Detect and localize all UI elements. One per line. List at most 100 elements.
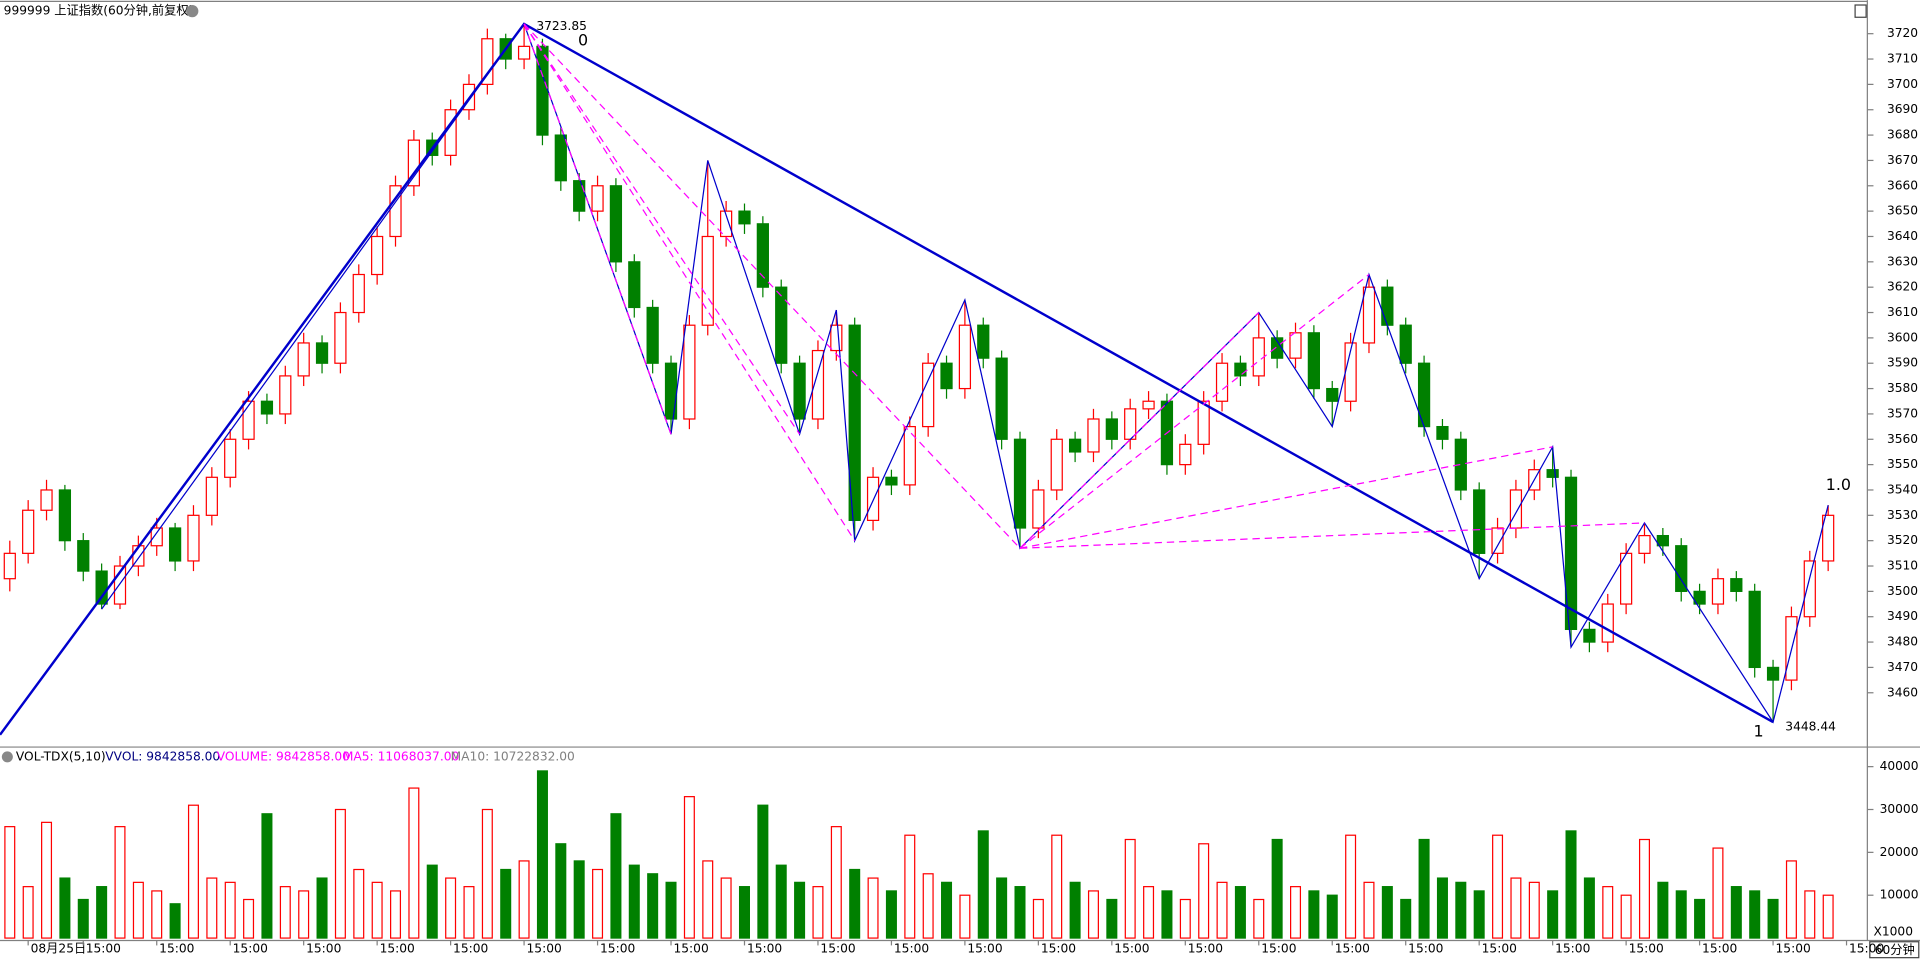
x-tick-label: 15:00 (1702, 942, 1737, 956)
y-tick-label: 3660 (1887, 178, 1918, 192)
x-tick-label: 15:00 (1482, 942, 1517, 956)
volume-title: VOL-TDX(5,10) (16, 749, 106, 763)
candle-body (224, 438, 237, 478)
volume-bar (757, 804, 769, 939)
volume-unit: X1000 (1873, 924, 1913, 938)
candle-body (701, 235, 714, 326)
fib-line (523, 23, 856, 542)
volume-bar (665, 881, 677, 939)
y-tick-label: 3480 (1887, 635, 1918, 649)
fib-0-label: 0 (578, 31, 588, 50)
y-tick-label: 3610 (1887, 305, 1918, 319)
candle-body (1234, 362, 1247, 377)
x-tick-label: 15:00 (600, 942, 635, 956)
x-tick-label: 15:00 (894, 942, 929, 956)
candle-body (279, 375, 292, 415)
y-tick-label: 3580 (1887, 381, 1918, 395)
volume-bar (830, 826, 842, 939)
y-tick-label: 3630 (1887, 254, 1918, 268)
volume-bar (1161, 890, 1173, 939)
title-menu[interactable] (186, 5, 199, 18)
candle-body (1142, 400, 1155, 410)
volume-bar (885, 890, 897, 939)
candle-body (1730, 578, 1743, 592)
fib-line (1019, 522, 1645, 549)
candle-body (334, 311, 347, 364)
candle-body (260, 400, 274, 415)
candle-body (1399, 324, 1412, 364)
volume-bar (1290, 886, 1302, 939)
volume-bar (114, 826, 126, 939)
volume-bar (1822, 894, 1834, 939)
window-button[interactable] (1854, 4, 1867, 18)
volume-bar (1418, 838, 1430, 939)
candle-body (1822, 514, 1835, 562)
candle-body (1050, 438, 1063, 491)
volume-bar (1749, 890, 1761, 939)
y-tick-label: 3600 (1887, 330, 1918, 344)
candle-body (1509, 489, 1523, 529)
candle-body (3, 552, 16, 580)
volume-menu[interactable] (1, 751, 13, 763)
volume-bar (1436, 877, 1448, 939)
candle-body (1271, 337, 1284, 359)
candle-body (168, 527, 182, 562)
candle-body (352, 273, 365, 314)
period-button[interactable] (1869, 941, 1920, 959)
candle-body (1583, 628, 1596, 643)
x-tick-label: 15:00 (673, 942, 708, 956)
volume-bar (59, 877, 71, 939)
candle-body (22, 509, 35, 554)
volume-bar (1106, 898, 1118, 939)
candle-body (407, 139, 420, 187)
chart-title: 999999 上证指数(60分钟,前复权) (4, 3, 194, 18)
volume-bar (1143, 886, 1155, 939)
volume-bar (1492, 834, 1504, 939)
fib-1-label: 1 (1753, 721, 1763, 740)
volume-bar (1712, 847, 1724, 939)
x-tick-label: 15:00 (1629, 942, 1664, 956)
volume-bar (1620, 894, 1632, 939)
candle-body (1068, 438, 1082, 453)
candle-body (1013, 438, 1027, 529)
zigzag (101, 22, 1829, 724)
candle-body (1087, 418, 1100, 453)
volume-bar (1510, 877, 1522, 939)
candle-body (1711, 578, 1725, 605)
volume-bar (261, 813, 273, 939)
volume-bar (1381, 886, 1393, 939)
candle-body (573, 180, 586, 212)
volume-bar (1087, 890, 1099, 939)
candle-body (1491, 527, 1504, 554)
candle-body (1656, 534, 1669, 547)
volume-bar (1583, 877, 1595, 939)
x-tick-label: 15:00 (1555, 942, 1590, 956)
candle-body (591, 185, 604, 212)
volume-bar (1069, 881, 1081, 939)
candle-body (389, 185, 402, 238)
volume-bar (316, 877, 328, 939)
candle-body (866, 476, 880, 522)
candle-body (297, 342, 310, 377)
volume-bar (1216, 881, 1228, 939)
y-tick-label: 3540 (1887, 482, 1918, 496)
x-tick-label: 15:00 (1408, 942, 1443, 956)
candle-body (77, 540, 90, 572)
candle-body (940, 362, 953, 390)
volume-bar (1694, 898, 1706, 939)
y-tick-label: 3620 (1887, 280, 1918, 294)
volume-bar (1528, 881, 1540, 939)
candle-body (1803, 560, 1816, 618)
candle-body (1124, 408, 1137, 440)
candle-body (720, 210, 733, 238)
candle-body (187, 514, 200, 562)
volume-bar (1271, 838, 1283, 939)
candle-body (1564, 476, 1578, 631)
volume-bar (169, 903, 181, 939)
vol-y-tick-label: 20000 (1880, 845, 1919, 859)
candle-body (1381, 286, 1394, 326)
x-tick-label: 15:00 (527, 942, 562, 956)
candle-body (830, 324, 843, 352)
volume-bar (187, 804, 199, 939)
